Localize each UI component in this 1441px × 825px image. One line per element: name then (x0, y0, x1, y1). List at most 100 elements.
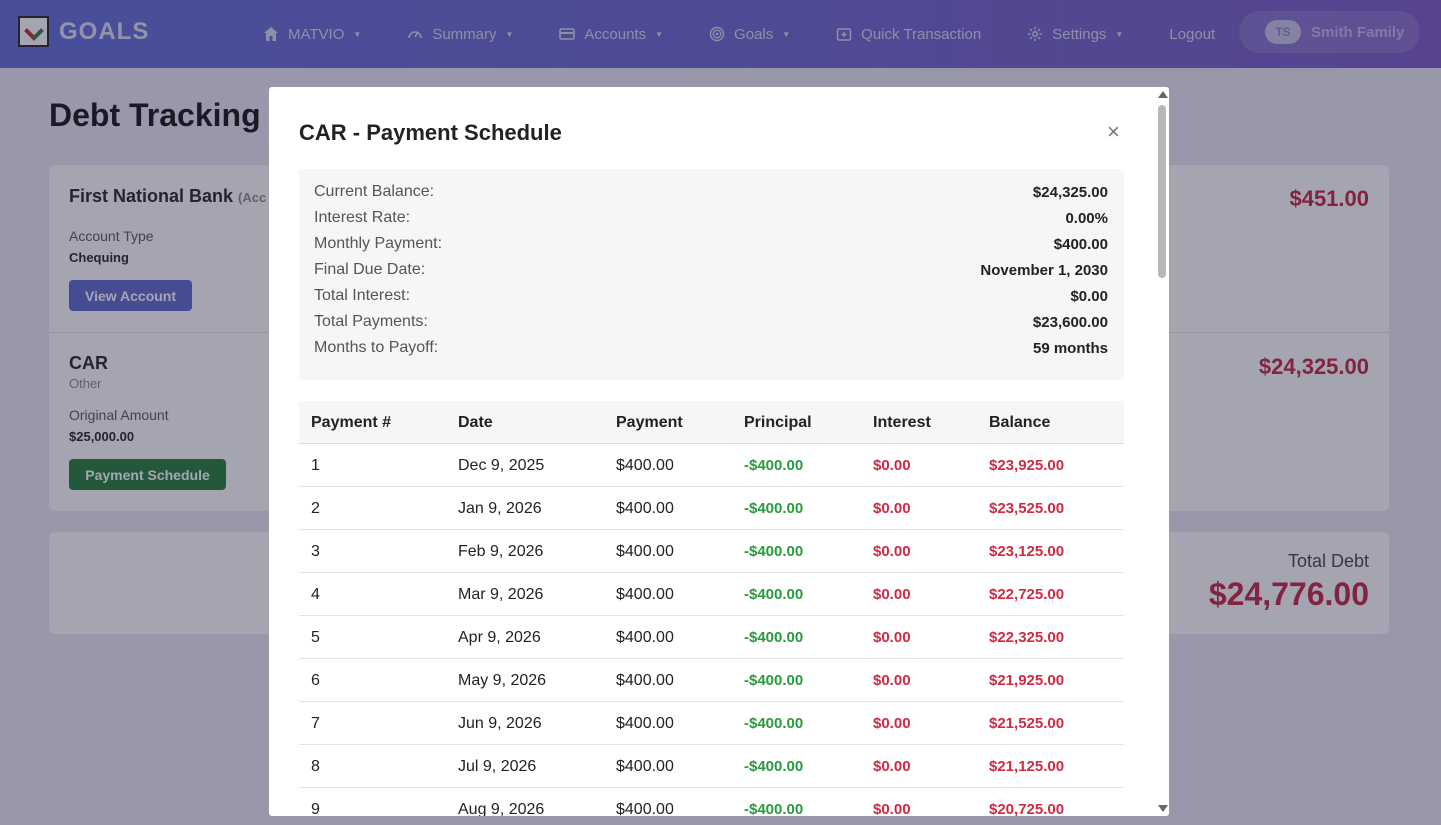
payment-schedule-button[interactable]: Payment Schedule (69, 459, 226, 490)
chevron-down-icon: ▼ (1115, 29, 1124, 39)
table-cell: 2 (311, 499, 320, 517)
table-cell: $0.00 (873, 672, 911, 689)
summary-row: Final Due Date: November 1, 2030 (314, 257, 1108, 283)
table-cell: 7 (311, 714, 320, 732)
target-icon (709, 26, 725, 42)
original-amount-label: Original Amount (69, 407, 169, 423)
table-cell: 3 (311, 542, 320, 560)
table-cell: $400.00 (616, 585, 674, 603)
table-cell: $400.00 (616, 456, 674, 474)
card-icon (559, 28, 576, 40)
table-cell: $23,525.00 (989, 500, 1065, 517)
summary-label: Total Payments: (314, 313, 428, 330)
logo-icon (18, 16, 49, 47)
table-cell: May 9, 2026 (458, 671, 547, 689)
table-row: 5 Apr 9, 2026 $400.00 -$400.00 $0.00 $22,325.… (299, 616, 1124, 659)
column-header: Payment # (311, 413, 392, 431)
home-icon (264, 27, 278, 41)
total-debt-label: Total Debt (1287, 551, 1369, 571)
table-row: 2 Jan 9, 2026 $400.00 -$400.00 $0.00 $23,525.… (299, 487, 1124, 530)
car-debt-amount: $24,325.00 (1258, 354, 1369, 379)
summary-row: Current Balance: $24,325.00 (314, 179, 1108, 205)
table-cell: $400.00 (616, 757, 674, 775)
top-navbar: GOALS MATVIO ▼ Summary ▼ Accounts ▼ Goal… (0, 0, 1441, 68)
table-cell: -$400.00 (744, 629, 804, 646)
table-cell: Feb 9, 2026 (458, 542, 544, 560)
original-amount-value: $25,000.00 (69, 429, 135, 444)
modal-title: CAR - Payment Schedule (299, 120, 562, 145)
summary-label: Interest Rate: (314, 209, 411, 226)
table-cell: -$400.00 (744, 457, 804, 474)
column-header: Balance (989, 413, 1051, 431)
nav-item-settings[interactable]: Settings ▼ (1027, 26, 1123, 43)
table-cell: $400.00 (616, 671, 674, 689)
summary-row: Monthly Payment: $400.00 (314, 231, 1108, 257)
table-cell: 8 (311, 757, 320, 775)
bank-account-title: First National Bank (Acc (69, 186, 266, 207)
car-debt-title: CAR (69, 353, 108, 373)
table-cell: -$400.00 (744, 543, 804, 560)
account-type-label: Account Type (69, 228, 154, 244)
table-cell: -$400.00 (744, 801, 804, 816)
table-cell: $20,725.00 (989, 801, 1065, 816)
table-cell: $0.00 (873, 543, 911, 560)
brand-text: GOALS (59, 17, 150, 45)
nav-item-summary[interactable]: Summary ▼ (407, 26, 513, 43)
nav-item-label: Goals (734, 25, 774, 43)
nav-item-goals[interactable]: Goals ▼ (709, 26, 790, 43)
summary-label: Final Due Date: (314, 261, 426, 278)
table-cell: -$400.00 (744, 758, 804, 775)
page-title: Debt Tracking (49, 97, 261, 133)
view-account-button[interactable]: View Account (69, 280, 192, 311)
nav-item-matvio[interactable]: MATVIO ▼ (263, 26, 361, 43)
table-row: 7 Jun 9, 2026 $400.00 -$400.00 $0.00 $21,525.… (299, 702, 1124, 745)
table-cell: $21,925.00 (989, 672, 1065, 689)
nav-item-quick-transaction[interactable]: Quick Transaction (836, 26, 981, 43)
table-cell: Jan 9, 2026 (458, 499, 542, 517)
table-cell: -$400.00 (744, 672, 804, 689)
summary-value: $23,600.00 (1032, 313, 1108, 331)
table-cell: $0.00 (873, 457, 911, 474)
scrollbar-thumb[interactable] (1158, 105, 1166, 278)
table-cell: $22,725.00 (989, 586, 1065, 603)
nav-item-label: Summary (432, 25, 497, 43)
table-cell: $400.00 (616, 628, 674, 646)
summary-value: November 1, 2030 (980, 261, 1108, 279)
nav-item-accounts[interactable]: Accounts ▼ (559, 26, 663, 43)
nav-item-label: Quick Transaction (861, 25, 982, 43)
summary-label: Monthly Payment: (314, 235, 443, 252)
table-cell: $23,125.00 (989, 543, 1065, 560)
brand[interactable]: GOALS (18, 16, 149, 47)
nav-item-label: Logout (1169, 25, 1216, 43)
account-type-value: Chequing (69, 250, 129, 265)
wallet-plus-icon (836, 28, 852, 41)
table-cell: -$400.00 (744, 586, 804, 603)
summary-value: 59 months (1032, 339, 1108, 357)
modal-scrollbar[interactable] (1155, 87, 1169, 816)
table-cell: $0.00 (873, 715, 911, 732)
user-menu[interactable]: TS Smith Family (1239, 11, 1420, 53)
chevron-down-icon: ▼ (353, 29, 362, 39)
summary-label: Total Interest: (314, 287, 411, 304)
nav-item-label: Settings (1052, 25, 1107, 43)
scroll-down-icon[interactable] (1158, 805, 1168, 812)
summary-label: Months to Payoff: (314, 339, 439, 356)
avatar: TS (1265, 20, 1301, 44)
summary-value: $0.00 (1070, 287, 1108, 305)
nav-item-logout[interactable]: Logout (1169, 26, 1215, 43)
column-header: Interest (873, 413, 931, 431)
summary-label: Current Balance: (314, 183, 435, 200)
close-icon[interactable]: × (1107, 119, 1120, 144)
nav-menu: MATVIO ▼ Summary ▼ Accounts ▼ Goals ▼ Qu… (263, 0, 1261, 68)
scroll-up-icon[interactable] (1158, 91, 1168, 98)
car-debt-type: Other (69, 376, 102, 391)
table-cell: -$400.00 (744, 500, 804, 517)
table-row: 1 Dec 9, 2025 $400.00 -$400.00 $0.00 $23,925.… (299, 444, 1124, 487)
bank-name: First National Bank (69, 186, 234, 206)
table-cell: Apr 9, 2026 (458, 628, 541, 646)
table-cell: $0.00 (873, 500, 911, 517)
table-row: 3 Feb 9, 2026 $400.00 -$400.00 $0.00 $23,125.… (299, 530, 1124, 573)
bank-account-suffix: (Acc (238, 190, 267, 205)
column-header: Payment (616, 413, 683, 431)
table-cell: 1 (311, 456, 320, 474)
